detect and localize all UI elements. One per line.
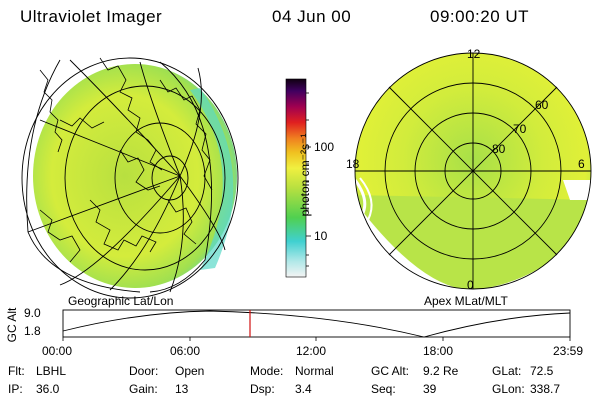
orbit-ytick-high: 9.0	[24, 306, 41, 320]
info-row1-key-2: Mode:	[250, 364, 284, 378]
orbit-xtick-3: 18:00	[423, 344, 454, 358]
colorbar-tick-10: 10	[314, 229, 328, 243]
geographic-globe-panel	[21, 57, 239, 299]
time-label: 09:00:20 UT	[430, 7, 530, 26]
orbit-xtick-1: 06:00	[170, 344, 201, 358]
info-row1-value-3: 9.2 Re	[423, 364, 459, 378]
info-row2-value-4: 338.7	[530, 382, 561, 396]
polar-grid	[354, 52, 592, 290]
mlt-label-left: 18	[346, 157, 360, 171]
mlat-label-80: 80	[492, 142, 506, 156]
orbit-ylabel: GC Alt	[5, 307, 19, 343]
polar-panel	[354, 52, 592, 290]
info-row2-key-0: IP:	[8, 382, 23, 396]
info-row2-value-2: 3.4	[295, 382, 312, 396]
mlt-label-top: 12	[467, 47, 481, 61]
orbit-frame	[62, 309, 571, 338]
orbit-xtick-4: 23:59	[553, 344, 584, 358]
orbit-xtick-2: 12:00	[296, 344, 327, 358]
info-row1-key-1: Door:	[129, 364, 159, 378]
info-row2-key-3: Seq:	[371, 382, 396, 396]
geo-edge-glow	[190, 88, 234, 270]
mlat-label-60: 60	[535, 98, 549, 112]
geo-limb-right	[149, 61, 213, 293]
info-row2-value-3: 39	[423, 382, 437, 396]
colorbar-gradient	[285, 78, 307, 278]
mlt-label-bottom: 0	[467, 278, 474, 292]
orbit-xtick-0: 00:00	[42, 344, 73, 358]
mlat-label-70: 70	[513, 122, 527, 136]
info-row1-key-3: GC Alt:	[371, 364, 410, 378]
orbit-xticks	[62, 337, 571, 341]
info-row2-key-1: Gain:	[129, 382, 158, 396]
orbit-altitude-curve	[62, 310, 571, 338]
geo-coastlines	[39, 57, 213, 263]
info-row2-value-0: 36.0	[36, 382, 60, 396]
orbit-plot	[62, 309, 571, 341]
info-row2-key-4: GLon:	[492, 382, 525, 396]
info-row1-value-4: 72.5	[530, 364, 554, 378]
info-row1-key-4: GLat:	[492, 364, 522, 378]
info-row1-value-1: Open	[175, 364, 205, 378]
polar-panel-label: Apex MLat/MLT	[424, 294, 508, 308]
colorbar-unit-label: photon cm⁻²s⁻¹	[298, 133, 312, 217]
info-row1-value-2: Normal	[295, 364, 334, 378]
mlt-label-right: 6	[578, 157, 585, 171]
colorbar-tick-100: 100	[314, 140, 335, 154]
info-row1-key-0: Flt:	[8, 364, 25, 378]
colorbar-ticks	[306, 92, 311, 267]
orbit-ytick-low: 1.8	[24, 324, 41, 338]
info-row2-key-2: Dsp:	[250, 382, 275, 396]
colorbar	[285, 78, 311, 278]
geo-panel-label: Geographic Lat/Lon	[68, 294, 174, 308]
instrument-title: Ultraviolet Imager	[20, 7, 163, 26]
date-label: 04 Jun 00	[272, 7, 352, 26]
geo-limb	[26, 59, 141, 293]
geo-emission	[33, 64, 237, 288]
info-row2-value-1: 13	[175, 382, 189, 396]
info-row1-value-0: LBHL	[36, 364, 67, 378]
